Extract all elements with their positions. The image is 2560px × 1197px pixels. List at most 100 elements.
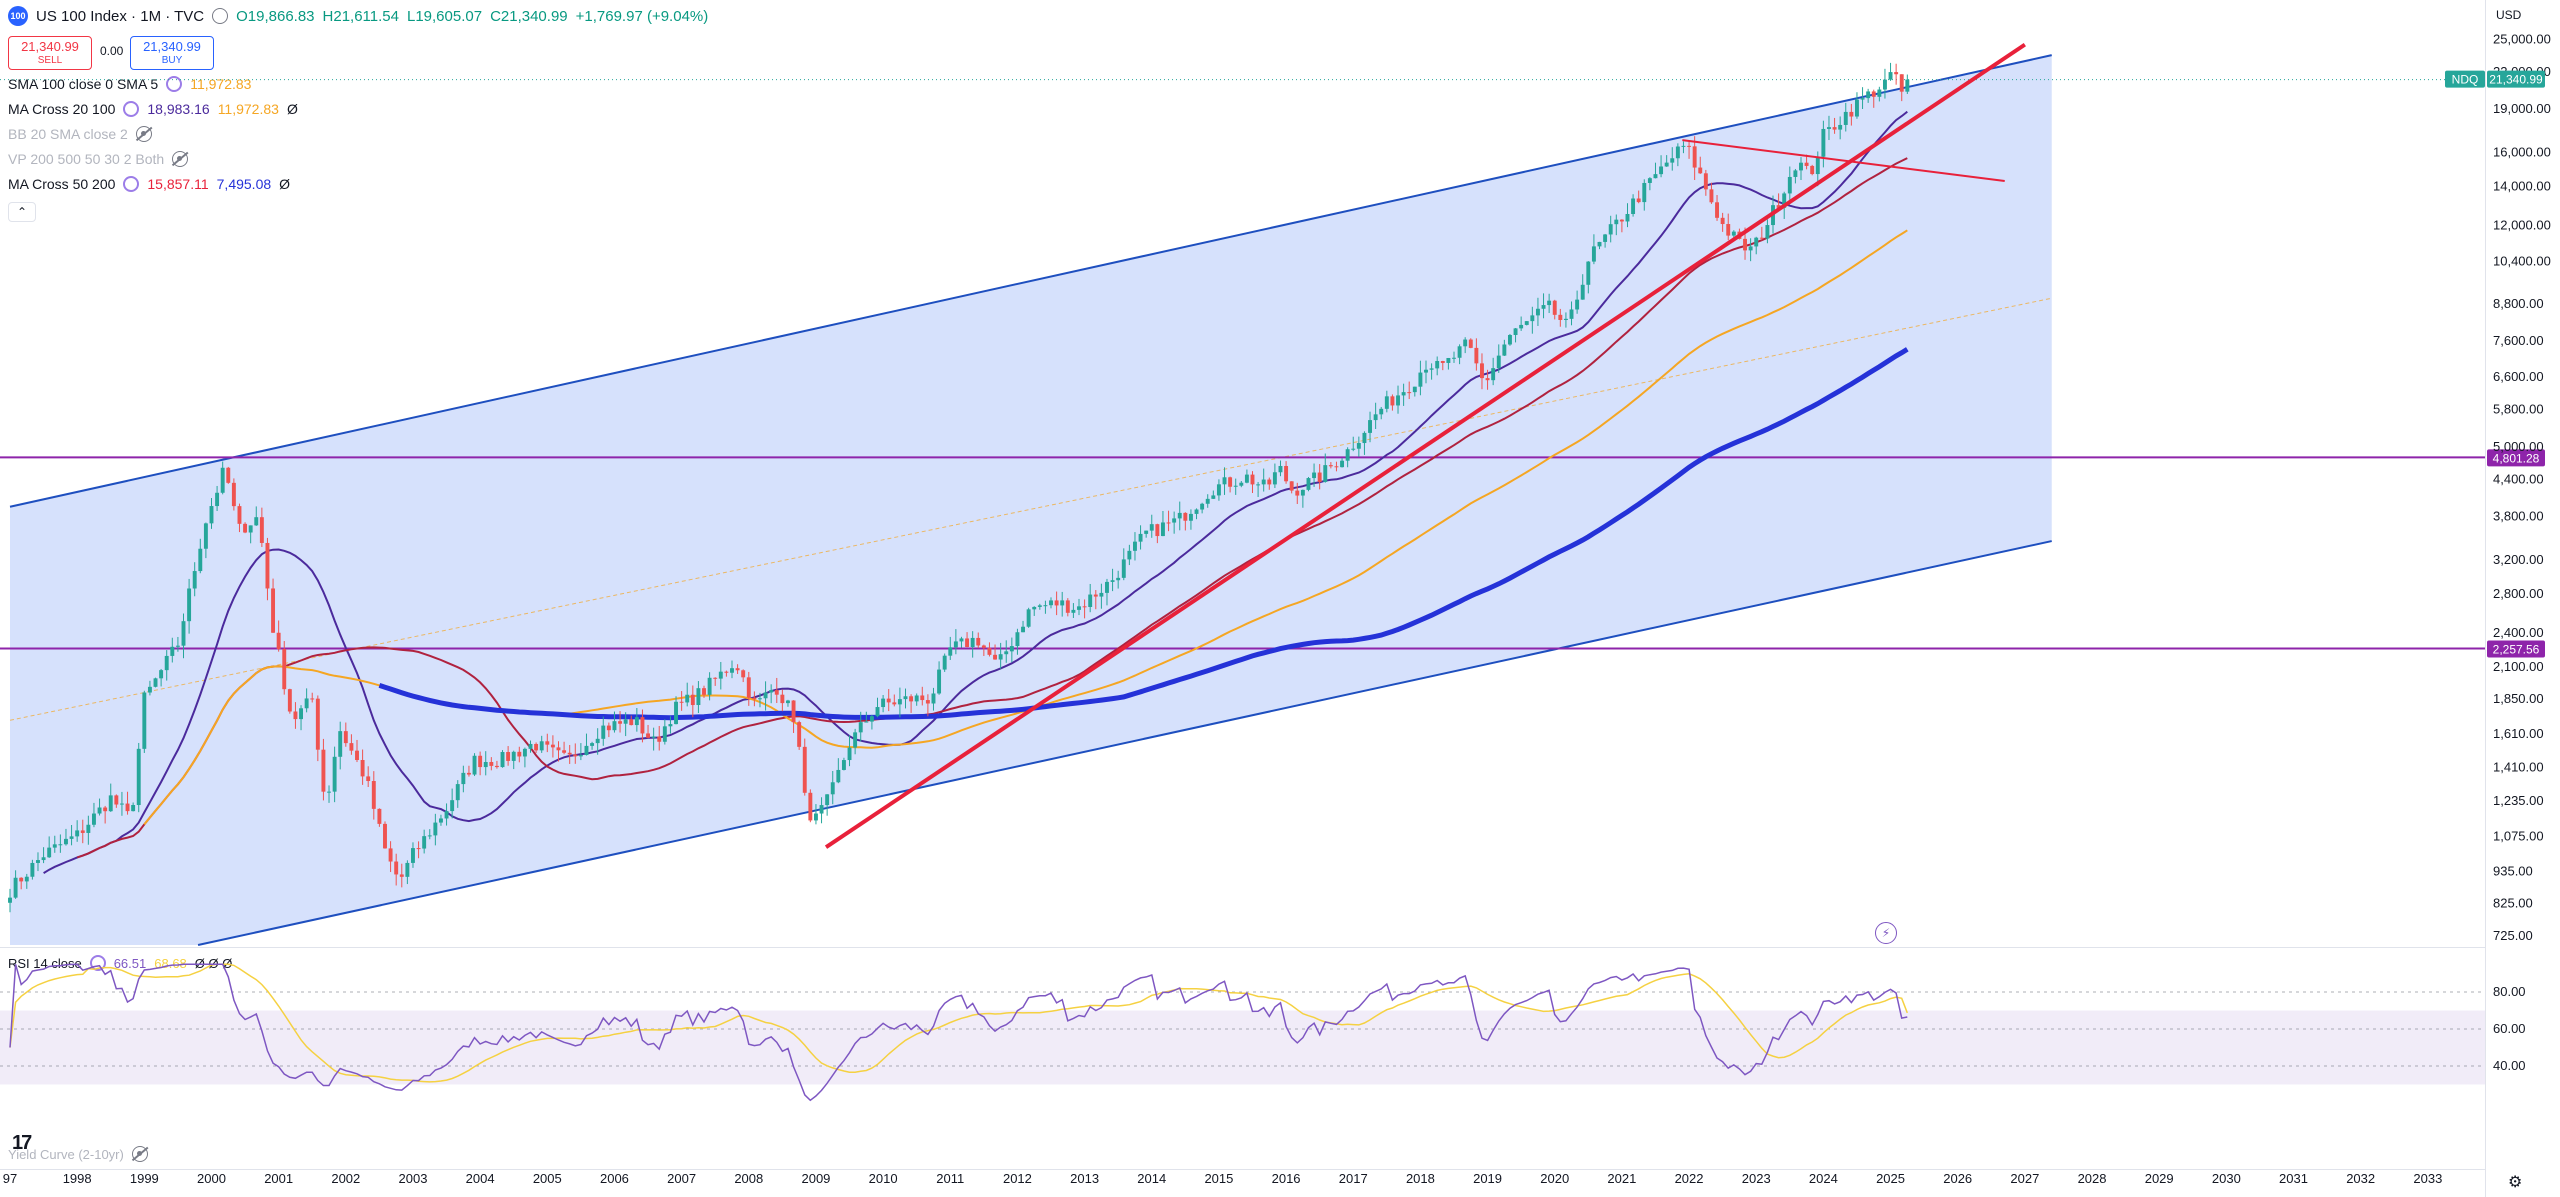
candle-body bbox=[1312, 472, 1317, 479]
price-tick-label: 825.00 bbox=[2493, 895, 2533, 910]
candle-body bbox=[1541, 305, 1546, 309]
hidden-eye-icon[interactable] bbox=[131, 1146, 148, 1162]
candle-body bbox=[399, 874, 404, 877]
candle-body bbox=[1513, 328, 1518, 335]
indicator-ma-cross-50-200[interactable]: MA Cross 50 200 15,857.11 7,495.08 Ø bbox=[8, 176, 290, 192]
candle-body bbox=[786, 700, 790, 704]
candle-body bbox=[1284, 465, 1289, 482]
candle-body bbox=[97, 807, 102, 814]
candle-body bbox=[1278, 465, 1283, 473]
indicator-bb[interactable]: BB 20 SMA close 2 bbox=[8, 126, 152, 142]
candle-body bbox=[864, 721, 869, 723]
rsi-tick-label: 40.00 bbox=[2493, 1058, 2526, 1073]
candle-body bbox=[1804, 162, 1809, 166]
hidden-eye-icon[interactable] bbox=[135, 126, 152, 142]
candle-body bbox=[1530, 315, 1535, 322]
candle-body bbox=[1194, 509, 1199, 514]
price-tick-label: 7,600.00 bbox=[2493, 333, 2544, 348]
candle-body bbox=[713, 677, 718, 679]
candle-body bbox=[338, 731, 343, 757]
candle-body bbox=[315, 698, 320, 750]
time-tick-label: 1998 bbox=[63, 1171, 92, 1186]
candle-body bbox=[741, 670, 746, 678]
candle-body bbox=[942, 655, 947, 670]
candle-body bbox=[1116, 577, 1121, 581]
candle-body bbox=[147, 686, 152, 693]
candle-body bbox=[1614, 219, 1619, 225]
sell-button[interactable]: 21,340.99 SELL bbox=[8, 36, 92, 70]
hidden-eye-icon[interactable] bbox=[172, 151, 189, 167]
candle-body bbox=[1860, 98, 1865, 100]
yield-curve-legend[interactable]: Yield Curve (2-10yr) bbox=[8, 1146, 148, 1162]
symbol-title[interactable]: US 100 Index · 1M · TVC bbox=[36, 7, 205, 25]
symbol-logo[interactable]: 100 bbox=[8, 6, 28, 26]
candle-body bbox=[1306, 478, 1311, 490]
yield-curve-name: Yield Curve (2-10yr) bbox=[8, 1146, 124, 1162]
candle-body bbox=[86, 824, 91, 833]
candle-body bbox=[1222, 477, 1227, 485]
alert-icon[interactable]: ⚡ bbox=[1875, 922, 1897, 944]
candle-body bbox=[1468, 339, 1473, 348]
candle-body bbox=[724, 671, 729, 673]
visibility-icon[interactable] bbox=[212, 8, 229, 24]
candle-body bbox=[203, 523, 208, 549]
ma-200-line bbox=[378, 347, 1909, 721]
candle-body bbox=[1300, 489, 1305, 496]
settings-circle-icon[interactable] bbox=[166, 76, 183, 92]
candle-body bbox=[791, 700, 796, 723]
candle-body bbox=[1765, 225, 1770, 239]
price-tick-label: 1,410.00 bbox=[2493, 760, 2544, 775]
candle-body bbox=[595, 738, 600, 744]
indicator-vp[interactable]: VP 200 500 50 30 2 Both bbox=[8, 151, 189, 167]
candle-body bbox=[1250, 474, 1255, 485]
indicator-value-3: Ø bbox=[279, 176, 291, 192]
buy-label: BUY bbox=[161, 55, 183, 66]
candle-body bbox=[830, 782, 835, 795]
price-tick-label: 2,800.00 bbox=[2493, 586, 2544, 601]
candle-body bbox=[1821, 128, 1826, 157]
candle-body bbox=[1429, 368, 1434, 370]
channel-midline bbox=[9, 297, 2052, 721]
candle-body bbox=[405, 862, 410, 877]
candle-body bbox=[1743, 238, 1747, 251]
price-tick-label: 2,100.00 bbox=[2493, 659, 2544, 674]
indicator-value-3: Ø bbox=[286, 101, 298, 117]
candle-body bbox=[993, 654, 998, 660]
candle-body bbox=[1659, 166, 1664, 175]
settings-circle-icon[interactable] bbox=[123, 101, 140, 117]
candle-body bbox=[494, 765, 499, 768]
collapse-legend-button[interactable]: ⌃ bbox=[8, 202, 36, 222]
time-axis-border bbox=[0, 1169, 2485, 1170]
candle-body bbox=[159, 670, 164, 679]
price-tick-label: 10,400.00 bbox=[2493, 254, 2551, 269]
candle-body bbox=[1463, 339, 1468, 347]
candle-body bbox=[394, 861, 399, 875]
candle-body bbox=[1866, 91, 1871, 99]
indicator-ma-cross-20-100[interactable]: MA Cross 20 100 18,983.16 11,972.83 Ø bbox=[8, 101, 298, 117]
time-tick-label: 2018 bbox=[1406, 1171, 1435, 1186]
candle-body bbox=[584, 745, 589, 756]
settings-circle-icon[interactable] bbox=[123, 176, 140, 192]
candle-body bbox=[36, 860, 40, 863]
time-tick-label: 97 bbox=[3, 1171, 17, 1186]
buy-button[interactable]: 21,340.99 BUY bbox=[130, 36, 214, 70]
rsi-line bbox=[9, 963, 1908, 1102]
tradingview-logo[interactable]: 17 bbox=[12, 1132, 32, 1154]
candle-body bbox=[1703, 173, 1708, 190]
currency-label[interactable]: USD bbox=[2496, 8, 2522, 22]
candle-body bbox=[1099, 592, 1104, 597]
candle-body bbox=[366, 776, 371, 782]
candle-body bbox=[265, 542, 270, 589]
candle-body bbox=[1524, 321, 1529, 325]
candle-body bbox=[517, 751, 522, 757]
rsi-tick-label: 60.00 bbox=[2493, 1021, 2526, 1036]
time-tick-label: 2022 bbox=[1675, 1171, 1704, 1186]
settings-gear-icon[interactable]: ⚙ bbox=[2508, 1174, 2523, 1191]
settings-circle-icon[interactable] bbox=[89, 955, 106, 971]
candle-body bbox=[1060, 600, 1065, 606]
candle-body bbox=[321, 749, 326, 792]
symbol-tag bbox=[2445, 70, 2485, 88]
candle-body bbox=[153, 678, 158, 687]
candle-body bbox=[271, 588, 276, 633]
